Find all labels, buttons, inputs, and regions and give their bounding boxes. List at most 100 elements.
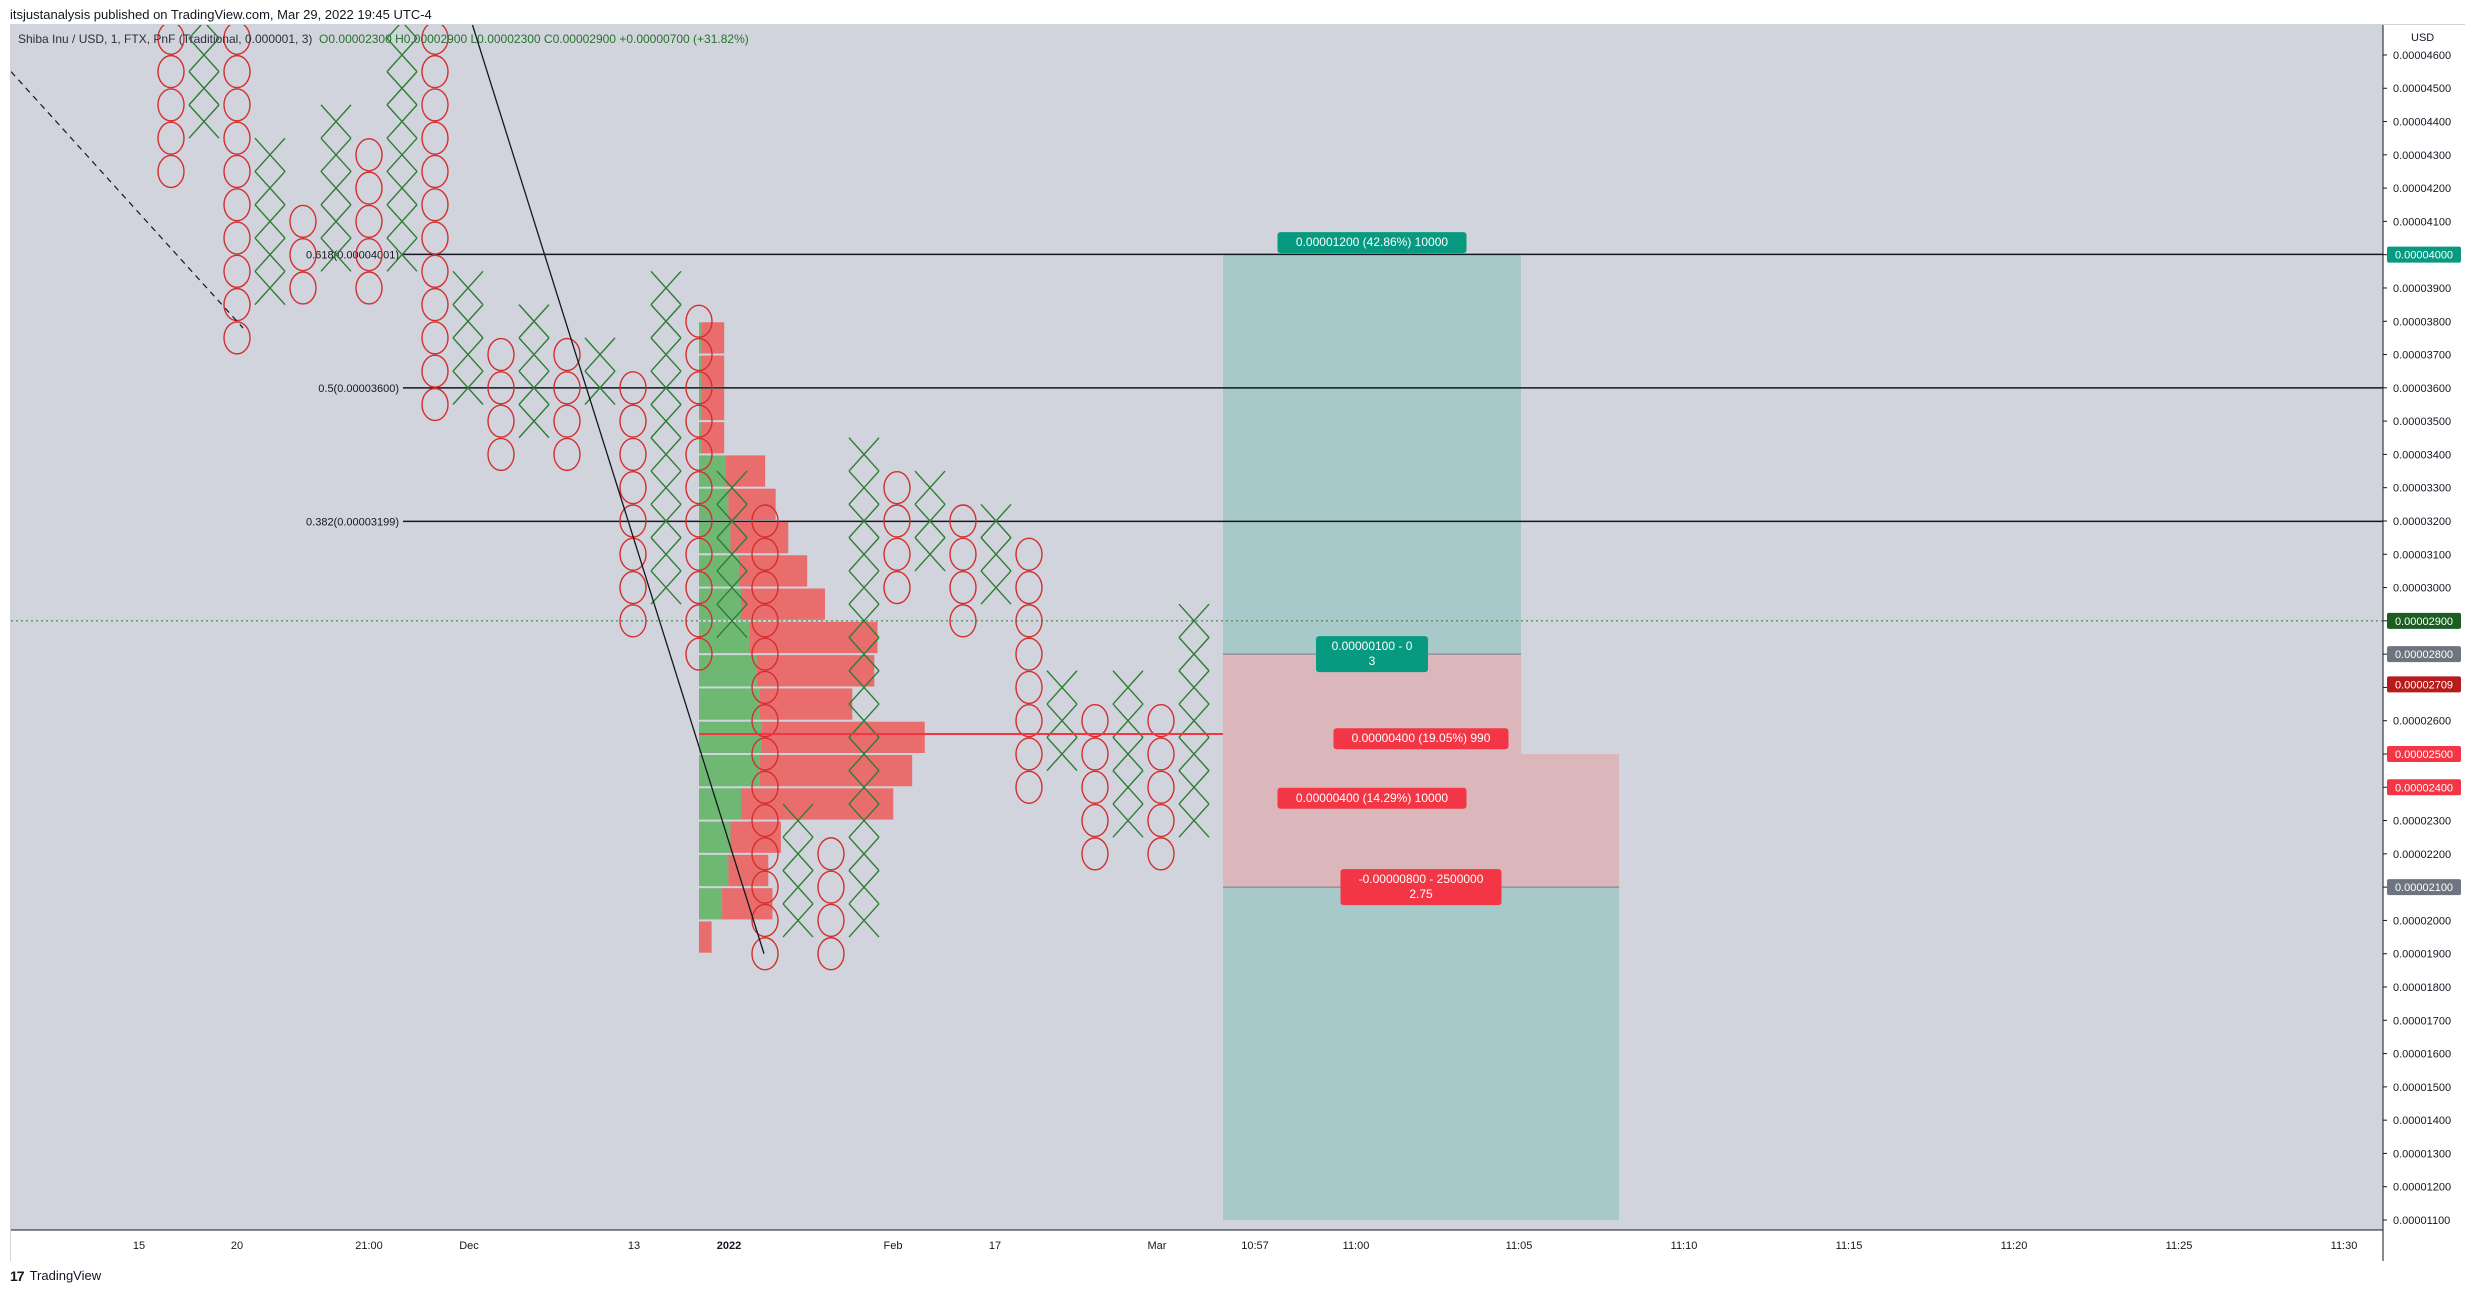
footer-brand[interactable]: 17 TradingView bbox=[10, 1262, 101, 1290]
o-mark bbox=[355, 238, 383, 272]
x-mark bbox=[1178, 770, 1210, 805]
o-mark bbox=[685, 337, 713, 372]
x-mark bbox=[716, 570, 748, 605]
x-mark bbox=[1112, 736, 1144, 772]
x-mark bbox=[1112, 803, 1144, 838]
pnf-column-o bbox=[685, 304, 713, 671]
y-tick-label: 0.00004600 bbox=[2393, 50, 2451, 62]
tradingview-label: TradingView bbox=[29, 1268, 102, 1283]
o-mark bbox=[157, 121, 185, 155]
pnf-column-x bbox=[518, 304, 550, 439]
volume-up-bar bbox=[699, 455, 726, 487]
o-mark bbox=[421, 221, 449, 255]
o-mark bbox=[817, 937, 845, 971]
volume-up-bar bbox=[699, 588, 741, 620]
x-mark bbox=[188, 71, 220, 106]
o-mark bbox=[553, 404, 581, 438]
x-mark bbox=[650, 437, 682, 472]
stop-label: 0.00000400 (14.29%) 10000 bbox=[1277, 787, 1467, 809]
volume-down-bar bbox=[701, 422, 725, 454]
o-mark bbox=[553, 437, 581, 472]
o-mark bbox=[355, 138, 383, 172]
pnf-column-x bbox=[980, 503, 1012, 605]
pnf-chart[interactable]: 0.618(0.00004001) 0.5(0.00003600) 0.382(0.… bbox=[11, 25, 2465, 1261]
o-mark bbox=[223, 188, 251, 222]
x-tick-label: 21:00 bbox=[355, 1240, 383, 1252]
o-mark bbox=[157, 154, 185, 189]
o-mark bbox=[1015, 770, 1043, 804]
y-tick-label: 0.00004300 bbox=[2393, 150, 2451, 162]
o-mark bbox=[223, 321, 251, 355]
x-mark bbox=[848, 836, 880, 871]
volume-up-bar bbox=[699, 621, 750, 654]
o-mark bbox=[421, 321, 449, 355]
target-label-text: 0.00001200 (42.86%) 10000 bbox=[1296, 235, 1448, 249]
pnf-column-o bbox=[883, 471, 911, 605]
o-mark bbox=[685, 471, 713, 505]
x-mark bbox=[188, 25, 220, 39]
x-mark bbox=[848, 637, 880, 672]
pnf-column-o bbox=[553, 337, 581, 472]
o-mark bbox=[1147, 837, 1175, 871]
x-mark bbox=[518, 304, 550, 339]
o-mark bbox=[949, 570, 977, 605]
o-mark bbox=[553, 371, 581, 405]
o-mark bbox=[355, 204, 383, 239]
x-mark bbox=[848, 870, 880, 905]
y-tick-label: 0.00004200 bbox=[2393, 183, 2451, 195]
pnf-column-x bbox=[914, 470, 946, 572]
x-mark bbox=[650, 570, 682, 605]
pnf-column-x bbox=[188, 25, 220, 139]
x-mark bbox=[1178, 803, 1210, 838]
o-mark bbox=[355, 271, 383, 305]
x-mark bbox=[848, 603, 880, 638]
y-tick-label: 0.00001100 bbox=[2393, 1215, 2450, 1227]
volume-down-bar bbox=[738, 555, 808, 587]
price-badge-1 bbox=[2387, 612, 2461, 629]
x-mark bbox=[848, 470, 880, 505]
o-mark bbox=[751, 837, 779, 871]
o-mark bbox=[751, 770, 779, 804]
o-mark bbox=[1147, 704, 1175, 738]
volume-down-bar bbox=[730, 521, 789, 554]
y-tick-label: 0.00003200 bbox=[2393, 516, 2451, 528]
o-mark bbox=[157, 88, 185, 122]
o-mark bbox=[1081, 704, 1109, 738]
x-mark bbox=[518, 370, 550, 405]
o-mark bbox=[751, 704, 779, 738]
o-mark bbox=[685, 537, 713, 571]
volume-down-bar bbox=[725, 455, 766, 487]
y-tick-label: 0.00003600 bbox=[2393, 383, 2451, 395]
o-mark bbox=[487, 371, 515, 405]
o-mark bbox=[421, 354, 449, 388]
x-mark bbox=[650, 270, 682, 306]
price-badge-5 bbox=[2387, 779, 2461, 796]
o-mark bbox=[751, 570, 779, 605]
volume-up-bar bbox=[699, 322, 702, 354]
o-mark bbox=[223, 88, 251, 122]
x-mark bbox=[1178, 703, 1210, 738]
x-tick-label: 11:20 bbox=[2001, 1240, 2028, 1252]
stop-label-text: 0.00000400 (14.29%) 10000 bbox=[1296, 791, 1448, 805]
pnf-column-o bbox=[157, 25, 185, 189]
volume-down-bar bbox=[759, 754, 913, 787]
x-mark bbox=[386, 25, 418, 39]
price-badge-text: 0.00004000 bbox=[2395, 250, 2453, 262]
x-mark bbox=[650, 304, 682, 339]
y-tick-label: 0.00001400 bbox=[2393, 1115, 2451, 1127]
volume-up-bar bbox=[699, 388, 702, 421]
o-mark bbox=[685, 304, 713, 338]
x-mark bbox=[320, 104, 352, 139]
x-mark bbox=[782, 870, 814, 905]
x-mark bbox=[1178, 670, 1210, 705]
pnf-column-x bbox=[650, 270, 682, 605]
x-mark bbox=[1178, 736, 1210, 772]
price-badge-text: 0.00002900 bbox=[2395, 616, 2453, 628]
pnf-column-o bbox=[1147, 704, 1175, 871]
x-tick-label: 11:00 bbox=[1343, 1240, 1370, 1252]
x-tick-label: 11:30 bbox=[2331, 1240, 2358, 1252]
symbol-legend: Shiba Inu / USD, 1, FTX, PnF (Traditiona… bbox=[18, 32, 749, 46]
o-mark bbox=[817, 837, 845, 871]
price-badge-text: 0.00002800 bbox=[2395, 649, 2453, 661]
chart-area[interactable]: 0.618(0.00004001) 0.5(0.00003600) 0.382(0.… bbox=[10, 24, 2465, 1261]
